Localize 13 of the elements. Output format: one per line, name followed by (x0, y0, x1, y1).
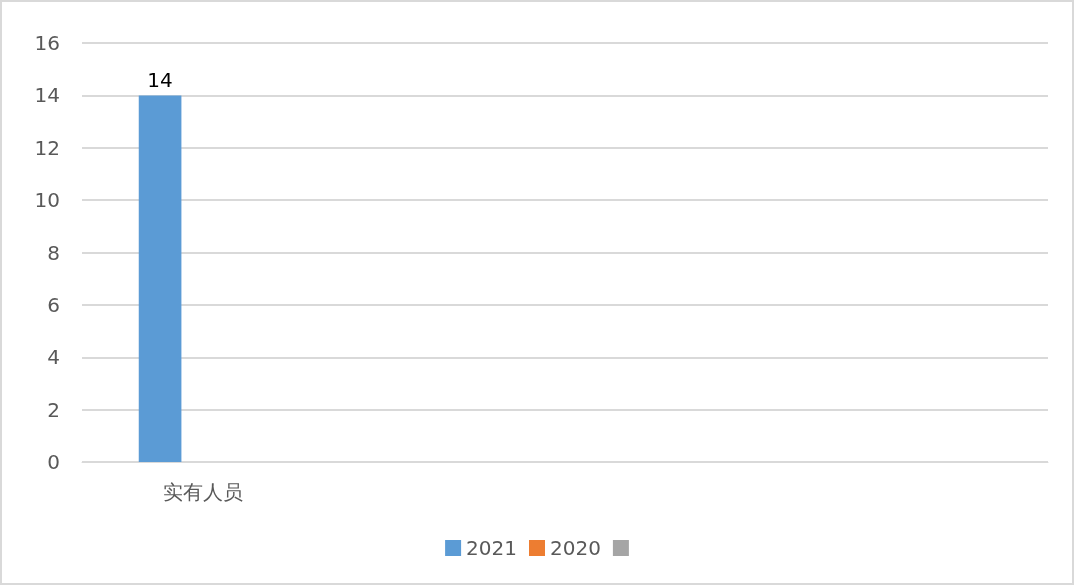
legend-label: 2021 (466, 536, 518, 560)
y-tick-label: 6 (47, 292, 60, 317)
y-tick-label: 4 (47, 345, 60, 370)
y-tick-label: 12 (34, 135, 60, 160)
x-tick-label: 实有人员 (162, 480, 243, 504)
y-tick-label: 2 (47, 397, 60, 422)
legend-label: 2020 (550, 536, 601, 560)
y-tick-label: 10 (34, 188, 60, 213)
data-label: 14 (147, 68, 173, 93)
y-tick-label: 16 (34, 31, 60, 55)
y-tick-label: 0 (47, 450, 60, 474)
y-tick-label: 8 (47, 240, 60, 265)
y-tick-label: 14 (34, 83, 60, 108)
